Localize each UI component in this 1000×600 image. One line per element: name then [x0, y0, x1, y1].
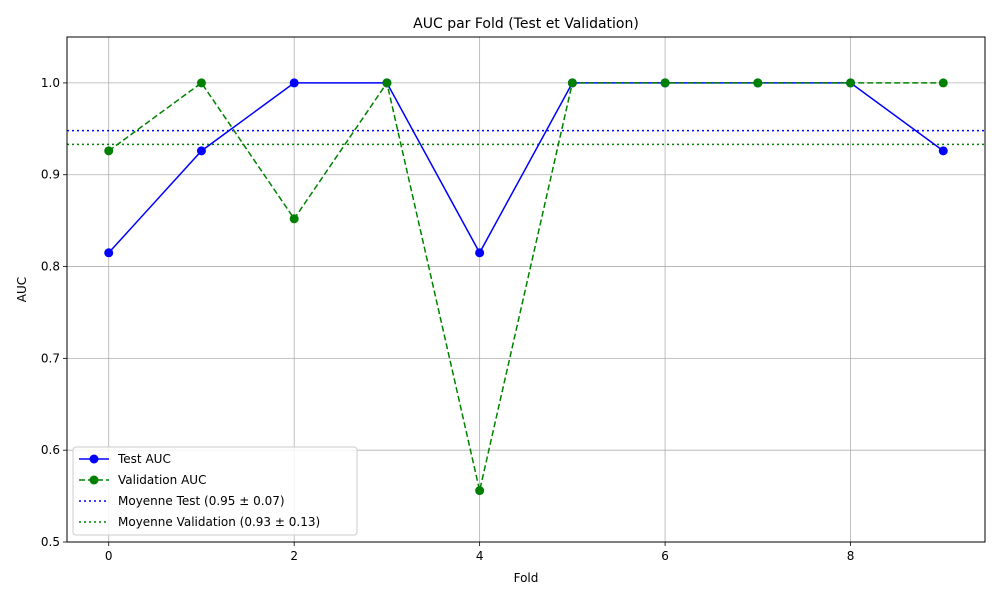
y-tick-label: 0.5 — [41, 535, 60, 549]
series-markers — [104, 78, 948, 496]
legend-entry-label: Test AUC — [117, 452, 171, 466]
y-tick-label: 0.9 — [41, 168, 60, 182]
reference-lines — [67, 129, 985, 146]
chart-title: AUC par Fold (Test et Validation) — [413, 16, 639, 32]
data-point — [289, 214, 299, 224]
data-point — [475, 486, 485, 496]
data-point — [846, 78, 856, 88]
legend-entry-label: Validation AUC — [118, 473, 206, 487]
data-point — [753, 78, 763, 88]
data-point — [104, 248, 114, 258]
legend: Test AUC Validation AUC Moyenne Test (0.95… — [72, 446, 358, 536]
x-tick-label: 0 — [105, 549, 113, 563]
data-point — [660, 78, 670, 88]
y-tick-label: 1.0 — [41, 76, 60, 90]
x-axis-label: Fold — [514, 571, 539, 585]
y-axis-ticks: 0.5 0.6 0.7 0.8 0.9 1.0 — [41, 76, 67, 549]
legend-marker — [89, 454, 99, 464]
data-point — [938, 78, 948, 88]
legend-marker — [89, 475, 99, 485]
x-axis-ticks: 0 2 4 6 8 — [105, 542, 854, 563]
y-tick-label: 0.7 — [41, 351, 60, 365]
legend-box — [72, 446, 358, 536]
legend-entry-label: Moyenne Test (0.95 ± 0.07) — [118, 494, 285, 508]
data-point — [196, 78, 206, 88]
data-point — [475, 248, 485, 258]
data-point — [289, 78, 299, 88]
y-tick-label: 0.6 — [41, 443, 60, 457]
x-tick-label: 4 — [476, 549, 484, 563]
data-point — [938, 146, 948, 156]
series-line — [108, 81, 944, 491]
data-point — [567, 78, 577, 88]
data-point — [196, 146, 206, 156]
series-line — [108, 82, 944, 255]
y-axis-label: AUC — [15, 277, 29, 302]
x-tick-label: 6 — [661, 549, 669, 563]
data-point — [104, 146, 114, 156]
series-lines — [108, 81, 944, 491]
x-tick-label: 2 — [290, 549, 298, 563]
data-point — [382, 78, 392, 88]
y-tick-label: 0.8 — [41, 260, 60, 274]
x-tick-label: 8 — [847, 549, 855, 563]
legend-entry-label: Moyenne Validation (0.93 ± 0.13) — [118, 515, 320, 529]
plot-frame — [66, 36, 986, 543]
